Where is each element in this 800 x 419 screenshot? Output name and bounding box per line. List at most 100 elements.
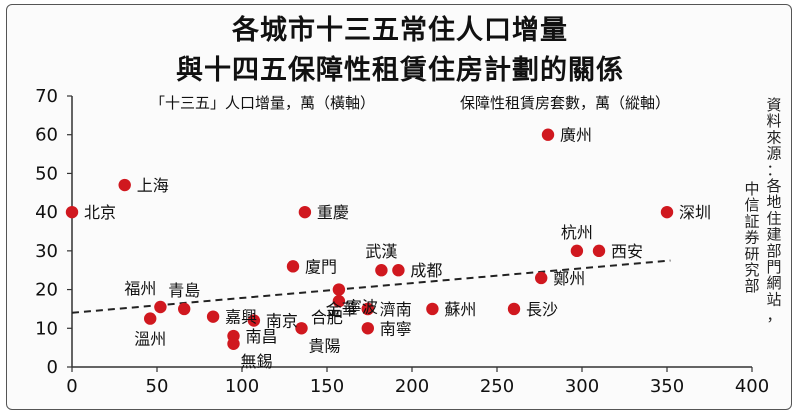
- data-point: [592, 244, 606, 258]
- data-point: [206, 310, 220, 323]
- chart-title-line2: 與十四五保障性租賃住房計劃的關係: [176, 55, 624, 86]
- x-tick-label: 400: [735, 376, 769, 397]
- point-label: 廈門: [305, 257, 337, 276]
- x-tick-label: 350: [650, 376, 684, 397]
- point-label: 溫州: [134, 330, 166, 349]
- point-label: 南寧: [380, 319, 412, 338]
- data-point: [361, 322, 374, 335]
- data-point: [154, 300, 167, 314]
- data-point: [178, 302, 191, 316]
- point-label: 西安: [611, 242, 643, 261]
- data-point: [535, 271, 548, 285]
- source-char: 住: [766, 209, 781, 227]
- point-label: 重慶: [317, 203, 349, 222]
- point-label: 嘉興: [225, 308, 257, 327]
- source-char: 來: [766, 128, 781, 146]
- x-tick-label: 200: [395, 376, 429, 397]
- data-point: [660, 205, 674, 219]
- source-char: ：: [766, 161, 781, 179]
- source-char: 資: [766, 96, 781, 114]
- y-tick-label: 50: [35, 163, 58, 184]
- source-char: 券: [744, 229, 759, 247]
- x-tick-label: 50: [146, 376, 169, 397]
- point-label: 廣州: [560, 126, 592, 145]
- chart-frame: [6, 4, 792, 410]
- point-label: 寧波: [346, 298, 378, 317]
- point-label: 長沙: [526, 300, 558, 319]
- source-char: 網: [766, 274, 781, 292]
- data-point: [118, 178, 131, 192]
- trendline: [71, 259, 671, 314]
- point-label: 上海: [137, 176, 169, 195]
- data-point: [361, 302, 374, 316]
- source-char: 站: [766, 290, 781, 308]
- data-point: [375, 264, 388, 277]
- source-char: 究: [744, 261, 759, 279]
- data-point: [541, 128, 555, 141]
- source-char: 各: [766, 177, 781, 195]
- x-tick-label: 150: [310, 376, 344, 397]
- point-label: 蘇州: [444, 300, 476, 319]
- data-point: [227, 337, 240, 350]
- data-point: [392, 264, 405, 277]
- y-tick-label: 70: [35, 86, 58, 107]
- x-axis-note: 「十三五」人口增量，萬（橫軸）: [150, 94, 375, 112]
- source-char: 源: [766, 145, 781, 163]
- point-label: 濟南: [380, 300, 412, 319]
- source-char: 研: [744, 245, 759, 263]
- point-label: 武漢: [365, 242, 397, 261]
- y-tick-label: 0: [47, 357, 58, 378]
- source-char: 信: [744, 196, 759, 214]
- point-label: 北京: [84, 203, 116, 222]
- data-point: [65, 205, 79, 219]
- point-label: 無錫: [241, 352, 273, 371]
- point-label: 金華: [326, 300, 358, 319]
- point-label: 南昌: [246, 327, 278, 346]
- chart-title-line1: 各城市十三五常住人口增量: [232, 15, 568, 46]
- point-label: 杭州: [561, 223, 593, 242]
- point-label: 深圳: [679, 203, 711, 222]
- data-point: [298, 205, 312, 219]
- point-label: 貴陽: [309, 336, 341, 355]
- y-tick-label: 40: [35, 202, 58, 223]
- data-point: [426, 302, 439, 316]
- source-char: 建: [766, 226, 781, 244]
- point-label: 福州: [124, 279, 156, 298]
- source-char: 部: [766, 242, 781, 260]
- x-tick-label: 100: [225, 376, 259, 397]
- data-point: [144, 312, 157, 325]
- point-label: 成都: [410, 261, 442, 280]
- point-label: 南京: [266, 312, 298, 331]
- data-point: [570, 244, 584, 258]
- source-char: ，: [766, 307, 781, 325]
- data-point: [286, 260, 300, 273]
- source-char: 中: [744, 180, 759, 198]
- axes: 0 50 100 150 200 250 300 350 400 0 10 20 30 40 50 60 70: [35, 86, 769, 397]
- y-axis-note: 保障性租賃房套數，萬（縱軸）: [460, 94, 670, 112]
- source-char: 門: [766, 258, 781, 276]
- y-tick-label: 10: [35, 318, 58, 339]
- data-point: [332, 294, 346, 308]
- points-group: [65, 128, 674, 350]
- data-point: [247, 314, 261, 327]
- y-tick-label: 30: [35, 241, 58, 262]
- source-char: 料: [766, 112, 781, 130]
- x-tick-label: 0: [66, 376, 77, 397]
- point-label: 青島: [168, 281, 200, 300]
- x-tick-label: 300: [565, 376, 599, 397]
- x-tick-label: 250: [480, 376, 514, 397]
- point-label: 鄭州: [553, 269, 585, 288]
- source-char: 部: [744, 277, 759, 295]
- data-point: [332, 283, 346, 296]
- trendline-group: [71, 259, 671, 314]
- source-char: 証: [744, 212, 759, 230]
- data-point: [295, 322, 308, 335]
- y-tick-label: 20: [35, 280, 58, 301]
- y-tick-label: 60: [35, 125, 58, 146]
- data-point: [507, 302, 521, 316]
- source-char: 地: [766, 193, 781, 211]
- point-label: 合肥: [311, 308, 343, 327]
